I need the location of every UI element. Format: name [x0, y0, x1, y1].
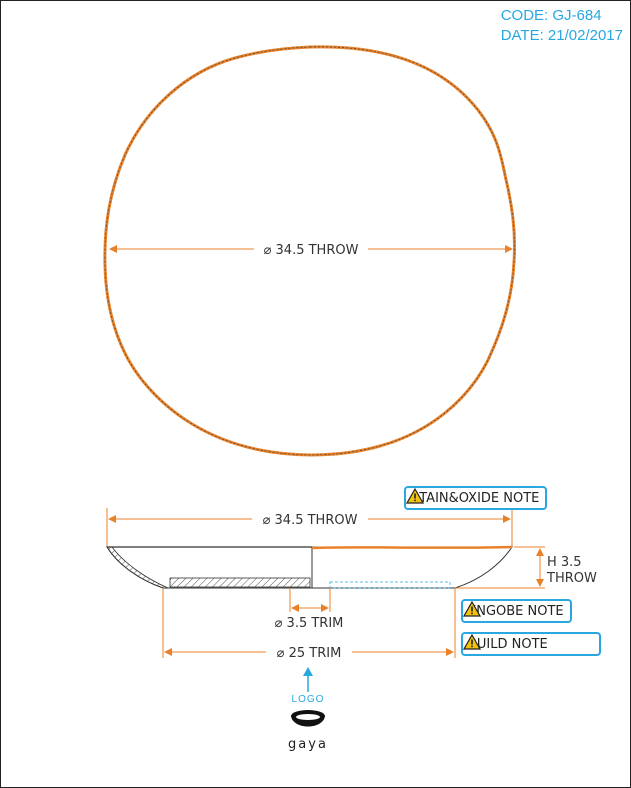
section-wall-hatch [106, 546, 169, 589]
logo-wordmark: gaya [288, 737, 328, 752]
section-base-hatch [169, 577, 311, 588]
logo-label: LOGO [291, 694, 325, 705]
logo-pointer-arrow [303, 667, 313, 676]
note-engobe[interactable]: ENGOBE NOTE [461, 599, 572, 623]
plate-outline-top-inner [104, 46, 515, 456]
product-code: CODE: GJ-684 [500, 7, 602, 24]
side-view: ⌀ 34.5 THROW H 3.5 THROW ⌀ 3.5 TRIM ⌀ 25… [106, 508, 597, 661]
height-label-line1: H 3.5 [547, 555, 582, 570]
top-diameter-label: ⌀ 34.5 THROW [264, 243, 359, 258]
note-stain-oxide-label: STAIN&OXIDE NOTE [411, 490, 540, 506]
note-stain-oxide[interactable]: STAIN&OXIDE NOTE [404, 486, 548, 510]
warning-icon [463, 634, 481, 650]
exterior-rim-glaze [311, 545, 513, 550]
warning-icon [406, 488, 424, 504]
note-engobe-label: ENGOBE NOTE [468, 603, 564, 619]
logo-mark [291, 710, 325, 727]
warning-icon [463, 601, 481, 617]
drawing-date: DATE: 21/02/2017 [500, 27, 623, 44]
base-trim-label: ⌀ 25 TRIM [277, 646, 342, 661]
note-build[interactable]: BUILD NOTE [461, 632, 601, 656]
height-label-line2: THROW [546, 571, 597, 586]
foot-ring-hidden [329, 581, 451, 589]
top-view: ⌀ 34.5 THROW [103, 45, 517, 457]
foot-trim-label: ⌀ 3.5 TRIM [275, 616, 344, 631]
drawing-meta: CODE: GJ-684 DATE: 21/02/2017 [501, 6, 623, 46]
side-diameter-label: ⌀ 34.5 THROW [263, 513, 358, 528]
note-build-label: BUILD NOTE [468, 636, 548, 652]
